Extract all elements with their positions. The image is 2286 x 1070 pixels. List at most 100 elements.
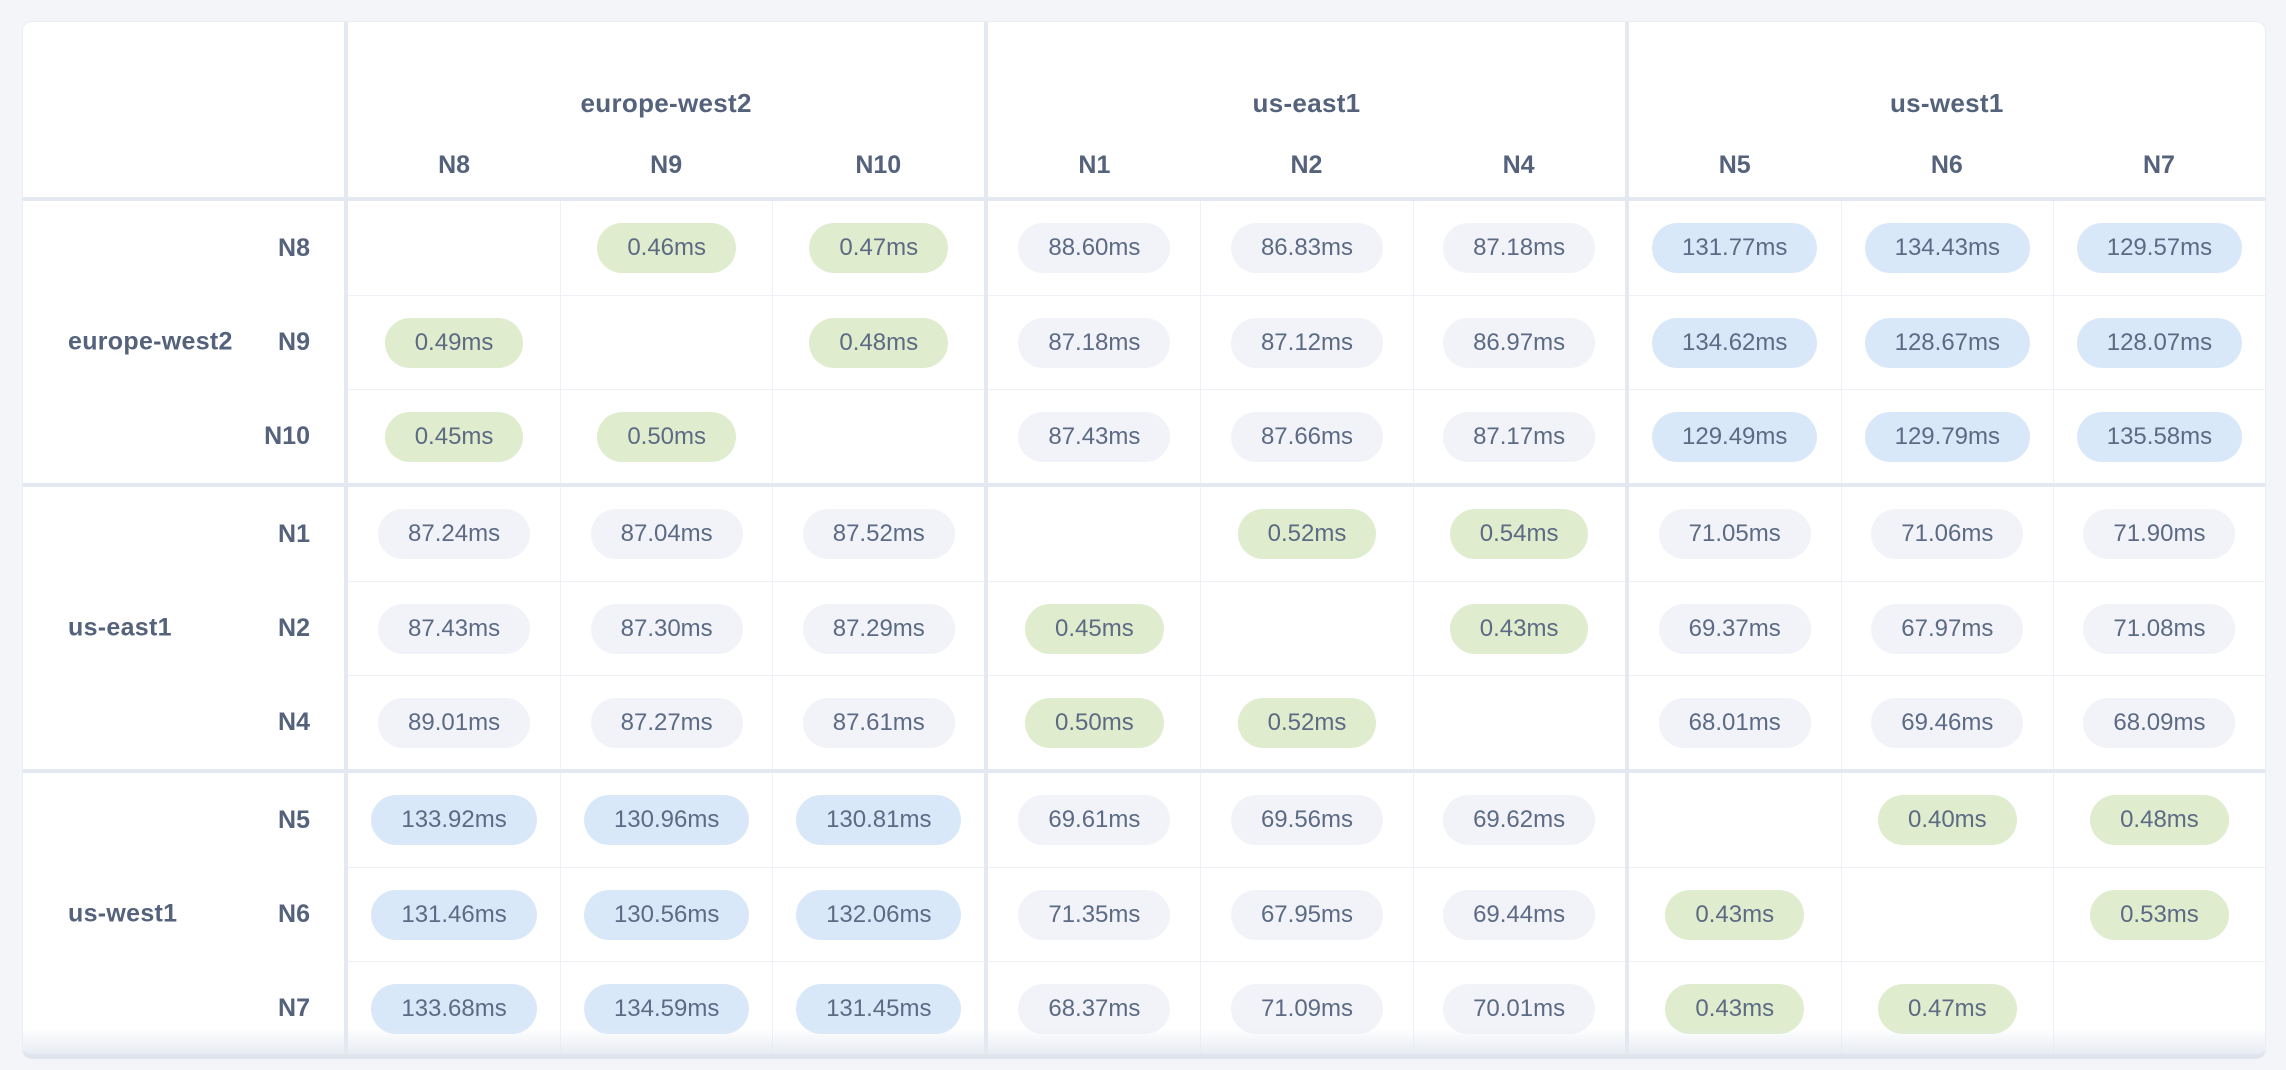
latency-pill: 128.07ms (2076, 317, 2243, 368)
diagonal-cell (1200, 581, 1413, 675)
latency-cell: 0.48ms (2052, 773, 2265, 867)
column-node-header: N4 (1502, 151, 1535, 179)
latency-pill: 0.47ms (1877, 983, 2017, 1034)
latency-cell: 71.06ms (1840, 487, 2053, 581)
column-group-separator (344, 22, 348, 1054)
latency-cell: 71.90ms (2052, 487, 2265, 581)
latency-pill: 88.60ms (1018, 223, 1171, 273)
latency-cell: 0.50ms (560, 389, 773, 483)
latency-cell: 0.47ms (1840, 961, 2053, 1054)
row-node-label: N8 (278, 233, 310, 262)
latency-cell: 87.27ms (560, 675, 773, 769)
latency-cell: 0.54ms (1412, 487, 1625, 581)
latency-cell: 129.57ms (2052, 201, 2265, 295)
latency-cell: 0.45ms (348, 389, 561, 483)
latency-cell: 133.68ms (348, 961, 561, 1054)
latency-pill: 87.43ms (378, 603, 531, 654)
latency-pill: 87.17ms (1443, 411, 1596, 462)
latency-pill: 68.37ms (1018, 983, 1171, 1034)
latency-pill: 131.45ms (796, 983, 962, 1034)
latency-pill: 69.44ms (1443, 889, 1596, 940)
latency-pill: 87.27ms (590, 697, 743, 748)
latency-cell: 0.53ms (2052, 867, 2265, 961)
latency-pill: 0.43ms (1449, 603, 1589, 654)
latency-cell: 87.12ms (1200, 295, 1413, 389)
latency-cell: 67.97ms (1840, 581, 2053, 675)
latency-cell: 68.09ms (2052, 675, 2265, 769)
latency-cell: 131.46ms (348, 867, 561, 961)
latency-cell: 130.81ms (772, 773, 985, 867)
diagonal-cell (348, 201, 561, 295)
row-node-label: N1 (278, 519, 310, 548)
column-group-header: us-west1 N5 N6 N7 (1629, 22, 2265, 197)
latency-pill: 87.52ms (802, 509, 955, 559)
latency-cell: 67.95ms (1200, 867, 1413, 961)
column-region-label: us-west1 (1889, 88, 2004, 118)
diagonal-cell (1412, 675, 1625, 769)
column-node-header: N2 (1290, 151, 1323, 179)
row-region-label: europe-west2 (68, 327, 233, 356)
latency-pill: 70.01ms (1443, 983, 1596, 1034)
latency-pill: 133.68ms (371, 983, 537, 1034)
latency-pill: 131.77ms (1652, 223, 1818, 273)
column-node-labels: N1 N2 N4 (988, 150, 1624, 181)
column-node-header: N9 (650, 151, 683, 179)
row-node-label: N6 (278, 899, 310, 928)
latency-pill: 71.05ms (1658, 509, 1811, 559)
latency-pill: 134.43ms (1864, 223, 2031, 273)
column-node-labels: N5 N6 N7 (1629, 150, 2265, 181)
latency-cell: 71.35ms (988, 867, 1201, 961)
latency-pill: 69.56ms (1230, 795, 1384, 845)
latency-cell: 0.49ms (348, 295, 561, 389)
latency-cell: 128.67ms (1840, 295, 2053, 389)
latency-pill: 67.95ms (1230, 889, 1384, 940)
row-node-label: N2 (278, 613, 310, 642)
latency-pill: 87.12ms (1230, 317, 1384, 368)
column-node-header: N5 (1718, 151, 1751, 179)
latency-pill: 132.06ms (796, 889, 962, 940)
latency-pill: 86.83ms (1230, 223, 1384, 273)
latency-cell: 71.09ms (1200, 961, 1413, 1054)
latency-pill: 0.53ms (2090, 889, 2229, 940)
latency-pill: 87.43ms (1018, 411, 1171, 462)
column-region-label: us-east1 (1252, 88, 1361, 118)
latency-cell: 0.43ms (1628, 867, 1841, 961)
latency-cell: 87.61ms (772, 675, 985, 769)
column-region-label: europe-west2 (580, 88, 752, 118)
column-node-labels: N8 N9 N10 (348, 150, 984, 181)
latency-cell: 87.43ms (348, 581, 561, 675)
latency-pill: 131.46ms (371, 889, 537, 940)
row-node-label: N5 (278, 805, 310, 834)
latency-pill: 134.59ms (583, 983, 750, 1034)
latency-cell: 89.01ms (348, 675, 561, 769)
latency-pill: 68.01ms (1658, 697, 1811, 748)
latency-pill: 71.06ms (1871, 509, 2024, 559)
latency-pill: 87.18ms (1443, 223, 1596, 273)
latency-pill: 0.49ms (384, 317, 524, 368)
row-node-label: N4 (278, 707, 310, 736)
latency-cell: 88.60ms (988, 201, 1201, 295)
latency-pill: 129.49ms (1652, 411, 1818, 462)
latency-cell: 0.40ms (1840, 773, 2053, 867)
latency-pill: 0.40ms (1877, 795, 2017, 845)
latency-cell: 0.48ms (772, 295, 985, 389)
latency-cell: 69.37ms (1628, 581, 1841, 675)
latency-cell: 86.83ms (1200, 201, 1413, 295)
column-node-header: N10 (855, 151, 902, 179)
latency-pill: 0.43ms (1665, 983, 1805, 1034)
latency-cell: 0.43ms (1628, 961, 1841, 1054)
row-group-separator (23, 483, 2265, 487)
latency-pill: 133.92ms (371, 795, 537, 845)
latency-pill: 0.45ms (384, 411, 524, 462)
column-node-header: N7 (2142, 151, 2175, 179)
latency-pill: 87.24ms (378, 509, 531, 559)
diagonal-cell (560, 295, 773, 389)
diagonal-cell (1628, 773, 1841, 867)
latency-cell: 130.56ms (560, 867, 773, 961)
column-node-header: N8 (438, 151, 471, 179)
row-region-label: us-east1 (68, 613, 172, 642)
latency-cell: 0.50ms (988, 675, 1201, 769)
latency-cell: 86.97ms (1412, 295, 1625, 389)
latency-cell: 87.66ms (1200, 389, 1413, 483)
latency-pill: 0.43ms (1665, 889, 1805, 940)
